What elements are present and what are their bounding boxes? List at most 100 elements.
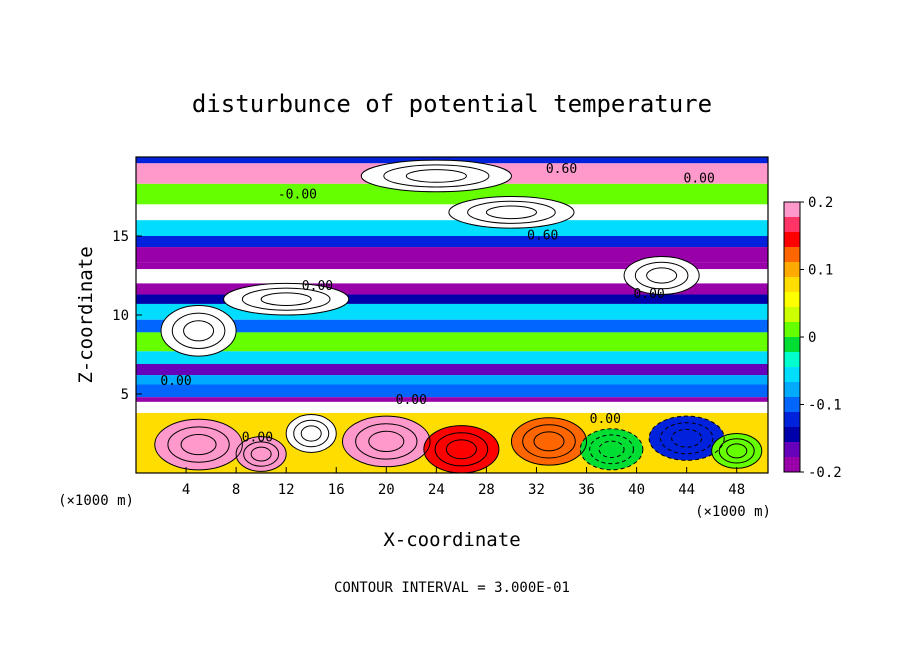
value-band-19 (136, 401, 768, 413)
value-band-10 (136, 294, 768, 304)
contour-line-12-0 (360, 159, 512, 193)
contour-line-9-0 (223, 282, 350, 316)
value-band-5 (136, 236, 768, 248)
colorbar-tick-label-0: 0.2 (808, 195, 833, 211)
contour-label-8: 0.00 (590, 412, 621, 427)
contour-line-1-1 (243, 441, 280, 467)
contour-line-13-2 (646, 267, 678, 284)
value-band-14 (136, 351, 768, 364)
value-band-12 (136, 319, 768, 333)
contour-line-11-2 (485, 205, 537, 220)
contour-label-4: 0.00 (302, 279, 333, 294)
contour-line-3-0 (341, 415, 431, 468)
colorbar-tick-label-3: -0.1 (808, 398, 842, 414)
contour-line-12-1 (383, 164, 490, 188)
colorbar-tick-label-1: 0.1 (808, 263, 833, 279)
contour-line-5-1 (522, 424, 576, 459)
chart-title: disturbunce of potential temperature (192, 90, 712, 118)
contour-line-7-0 (648, 415, 725, 461)
contour-label-1: 0.00 (684, 172, 715, 187)
x-tick-label-8: 36 (578, 482, 595, 498)
x-tick-label-6: 28 (478, 482, 495, 498)
x-tick-label-5: 24 (428, 482, 445, 498)
contour-line-8-1 (718, 438, 755, 464)
contour-line-2-1 (293, 419, 330, 448)
contour-line-1-2 (250, 446, 272, 462)
contour-line-13-1 (634, 261, 689, 290)
x-tick-label-4: 20 (378, 482, 395, 498)
x-tick-label-0: 4 (182, 482, 190, 498)
contour-interval-note: CONTOUR INTERVAL = 3.000E-01 (334, 580, 570, 596)
value-band-17 (136, 384, 768, 398)
contour-line-4-1 (434, 432, 489, 467)
colorbar: 0.2 0.1 0 -0.1 -0.2 (783, 195, 842, 481)
contour-label-9: 0.00 (242, 431, 273, 446)
value-band-16 (136, 375, 768, 385)
x-axis-unit-right: (×1000 m) (695, 504, 771, 520)
contour-line-9-1 (241, 287, 331, 311)
contour-line-10-1 (171, 312, 226, 349)
plot-area: 0.60 0.00 -0.00 0.60 0.00 0.00 0.00 0.00 0.00 0.0… (136, 157, 768, 473)
x-tick-label-3: 16 (328, 482, 345, 498)
x-tick-label-11: 48 (728, 482, 745, 498)
y-axis-ticks: 5 10 15 (112, 229, 142, 403)
y-axis-label: Z-coordinate (75, 246, 97, 383)
x-axis-unit-left: (×1000 m) (58, 493, 134, 509)
colorbar-ramp (783, 201, 801, 473)
contour-line-7-2 (671, 428, 703, 448)
contour-label-6: 0.00 (160, 374, 191, 389)
contour-line-6-0 (579, 428, 644, 471)
contour-line-8-2 (726, 443, 748, 459)
contour-line-0-0 (154, 418, 243, 471)
contour-line-1-0 (235, 436, 287, 472)
value-band-4 (136, 220, 768, 236)
contour-line-11-1 (467, 200, 556, 224)
contour-lines (154, 159, 763, 473)
value-band-6 (136, 247, 768, 263)
y-tick-label-1: 10 (112, 308, 129, 324)
contour-label-2: -0.00 (278, 187, 317, 202)
value-band-2 (136, 183, 768, 205)
value-band-13 (136, 332, 768, 352)
x-tick-label-9: 40 (628, 482, 645, 498)
contour-label-5: 0.00 (633, 287, 664, 302)
contour-line-11-0 (448, 196, 575, 229)
contour-line-3-2 (368, 430, 405, 453)
colorbar-tick-label-2: 0 (808, 330, 816, 346)
value-band-15 (136, 363, 768, 376)
contour-line-2-0 (285, 414, 337, 453)
contour-line-6-1 (589, 434, 634, 465)
contour-line-0-1 (167, 426, 230, 463)
x-tick-label-1: 8 (232, 482, 240, 498)
contour-line-10-0 (160, 305, 237, 357)
y-tick-label-2: 15 (112, 229, 129, 245)
value-band-8 (136, 269, 768, 284)
value-band-9 (136, 283, 768, 295)
value-band-7 (136, 262, 768, 270)
contour-line-4-2 (445, 439, 477, 460)
contour-labels: 0.60 0.00 -0.00 0.60 0.00 0.00 0.00 0.00 0.00 0.0… (160, 162, 714, 446)
contour-line-2-2 (300, 425, 322, 442)
colorbar-ticks: 0.2 0.1 0 -0.1 -0.2 (800, 195, 842, 481)
contour-label-0: 0.60 (546, 162, 577, 177)
colorbar-tick-label-4: -0.2 (808, 465, 842, 481)
x-axis-ticks: 4 8 12 16 20 24 28 32 36 40 44 48 (182, 467, 745, 498)
contour-label-3: 0.60 (527, 229, 558, 244)
contour-line-10-2 (183, 320, 215, 342)
x-tick-label-2: 12 (278, 482, 295, 498)
contour-line-5-2 (533, 431, 565, 452)
contour-line-5-0 (510, 417, 588, 466)
contour-line-12-2 (405, 169, 467, 183)
contour-line-0-2 (180, 433, 217, 456)
x-axis-label: X-coordinate (383, 529, 520, 551)
contour-label-7: 0.00 (396, 393, 427, 408)
value-band-18 (136, 397, 768, 402)
contour-line-6-2 (598, 440, 625, 459)
x-tick-label-7: 32 (528, 482, 545, 498)
contour-line-9-2 (260, 292, 312, 307)
x-tick-label-10: 44 (678, 482, 695, 498)
y-tick-label-0: 5 (121, 387, 129, 403)
contour-line-13-0 (623, 256, 700, 295)
contour-line-3-1 (355, 423, 418, 460)
